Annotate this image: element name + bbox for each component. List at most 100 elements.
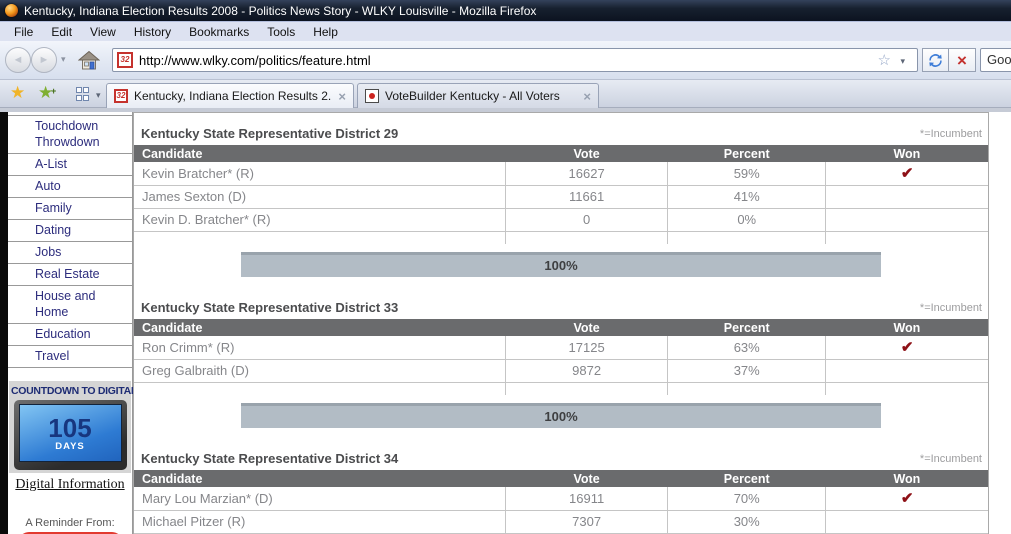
menu-history[interactable]: History <box>133 24 172 39</box>
tab-close-icon[interactable]: × <box>583 88 591 104</box>
vote-cell: 0 <box>504 208 668 232</box>
incumbent-note: *=Incumbent <box>919 128 982 140</box>
candidate-cell: Ron Crimm* (R) <box>134 336 506 360</box>
col-percent: Percent <box>667 145 826 162</box>
menu-view[interactable]: View <box>90 24 116 39</box>
sidebar-item-real-estate[interactable]: Real Estate <box>8 264 132 286</box>
sidebar-item-family[interactable]: Family <box>8 198 132 220</box>
add-bookmark-star-icon[interactable]: ★ + <box>38 82 56 104</box>
reload-stop-group: × <box>922 48 976 72</box>
col-candidate: Candidate <box>134 145 506 162</box>
menu-edit[interactable]: Edit <box>51 24 73 39</box>
url-text[interactable]: http://www.wlky.com/politics/feature.htm… <box>139 53 371 68</box>
col-percent: Percent <box>667 319 826 336</box>
menu-bar: File Edit View History Bookmarks Tools H… <box>0 21 1011 41</box>
sidebar: Touchdown Throwdown A-List Auto Family D… <box>8 112 140 534</box>
won-cell <box>825 208 988 232</box>
countdown-widget: COUNTDOWN TO DIGITAL. 105 DAYS <box>9 381 140 473</box>
wlky-favicon: 32 <box>117 52 133 68</box>
reload-icon <box>929 53 942 67</box>
won-cell: ✔ <box>825 336 988 360</box>
sidebar-item-touchdown-throwdown[interactable]: Touchdown Throwdown <box>8 116 132 154</box>
bookmark-dropdown-icon[interactable]: ▾ <box>900 56 905 66</box>
col-won: Won <box>825 470 988 487</box>
won-cell: ✔ <box>825 162 988 186</box>
result-row: Kevin D. Bratcher* (R) 0 0% <box>134 208 988 232</box>
url-bar[interactable]: 32 http://www.wlky.com/politics/feature.… <box>112 48 918 72</box>
back-button[interactable]: ◄ <box>5 47 31 73</box>
result-row: Ron Crimm* (R) 17125 63% ✔ <box>134 336 988 360</box>
candidate-cell: Michael Pitzer (R) <box>134 510 506 534</box>
col-won: Won <box>825 319 988 336</box>
result-row: Greg Galbraith (D) 9872 37% <box>134 359 988 383</box>
home-button[interactable] <box>77 50 101 71</box>
candidate-cell: Kevin Bratcher* (R) <box>134 162 506 186</box>
sidebar-item-education[interactable]: Education <box>8 324 132 346</box>
menu-bookmarks[interactable]: Bookmarks <box>189 24 250 39</box>
incumbent-note: *=Incumbent <box>919 453 982 465</box>
vote-cell: 11661 <box>504 185 668 209</box>
result-row: Michael Pitzer (R) 7307 30% <box>134 510 988 534</box>
won-check-icon: ✔ <box>900 490 914 508</box>
forward-button[interactable]: ► <box>31 47 57 73</box>
candidate-cell: Kevin D. Bratcher* (R) <box>134 208 506 232</box>
menu-tools[interactable]: Tools <box>267 24 296 39</box>
percent-cell: 63% <box>667 336 826 360</box>
sidebar-item-jobs[interactable]: Jobs <box>8 242 132 264</box>
menu-file[interactable]: File <box>14 24 34 39</box>
sponsor-block: A Reminder From: hhgregg appliances & el… <box>8 517 132 534</box>
result-row: James Sexton (D) 11661 41% <box>134 185 988 209</box>
percent-cell: 30% <box>667 510 826 534</box>
history-dropdown-icon[interactable]: ▾ <box>61 54 66 64</box>
percent-cell: 0% <box>667 208 826 232</box>
sidebar-item-dating[interactable]: Dating <box>8 220 132 242</box>
col-vote: Vote <box>505 145 668 162</box>
sidebar-item-a-list[interactable]: A-List <box>8 154 132 176</box>
sidebar-nav: Touchdown Throwdown A-List Auto Family D… <box>8 115 132 368</box>
won-cell <box>825 359 988 383</box>
col-won: Won <box>825 145 988 162</box>
tab-election-results[interactable]: 32 Kentucky, Indiana Election Results 2.… <box>106 83 354 108</box>
vote-cell: 7307 <box>504 510 668 534</box>
quick-tabs-dropdown-icon[interactable]: ▾ <box>96 90 101 100</box>
candidate-cell: James Sexton (D) <box>134 185 506 209</box>
digital-information-link[interactable]: Digital Information <box>15 477 125 492</box>
quick-tabs-icon[interactable] <box>76 87 91 101</box>
sidebar-item-auto[interactable]: Auto <box>8 176 132 198</box>
wlky-favicon-text: 32 <box>120 55 130 64</box>
search-engine-label: Google <box>987 52 1011 67</box>
window-titlebar: Kentucky, Indiana Election Results 2008 … <box>0 0 1011 21</box>
won-check-icon: ✔ <box>900 339 914 357</box>
sidebar-item-travel[interactable]: Travel <box>8 346 132 368</box>
wlky-tab-favicon-text: 32 <box>116 91 126 100</box>
vote-cell: 17125 <box>504 336 668 360</box>
menu-help[interactable]: Help <box>313 24 338 39</box>
results-table: Candidate Vote Percent Won Ron Crimm* (R… <box>134 319 988 395</box>
tv-screen: 105 DAYS <box>18 404 122 462</box>
firefox-icon <box>5 4 18 17</box>
col-percent: Percent <box>667 470 826 487</box>
stop-icon: × <box>957 50 967 70</box>
tab-label: Kentucky, Indiana Election Results 2... <box>134 89 333 103</box>
votebuilder-favicon <box>365 89 379 103</box>
sidebar-item-house-and-home[interactable]: House and Home <box>8 286 132 324</box>
race-title: Kentucky State Representative District 2… <box>141 126 399 141</box>
sponsor-label: A Reminder From: <box>25 517 115 529</box>
tab-close-icon[interactable]: × <box>338 88 346 104</box>
won-cell: ✔ <box>825 487 988 511</box>
won-check-icon: ✔ <box>900 165 914 183</box>
bookmarks-star-icon[interactable]: ★ <box>10 83 26 102</box>
page-top-band <box>0 108 1011 112</box>
precincts-reporting-bar: 100% <box>240 252 882 277</box>
countdown-tv-graphic: 105 DAYS <box>13 400 127 470</box>
hhgregg-logo[interactable]: hhgregg appliances & electronics <box>18 532 122 534</box>
reload-button[interactable] <box>922 48 949 72</box>
stop-button[interactable]: × <box>949 48 976 72</box>
race-district-33: Kentucky State Representative District 3… <box>134 299 988 428</box>
search-box[interactable]: Google <box>980 48 1011 72</box>
percent-cell: 41% <box>667 185 826 209</box>
tab-votebuilder[interactable]: VoteBuilder Kentucky - All Voters × <box>357 83 599 108</box>
precincts-reporting-bar: 100% <box>240 403 882 428</box>
bookmark-star-icon[interactable]: ☆ <box>877 52 891 69</box>
